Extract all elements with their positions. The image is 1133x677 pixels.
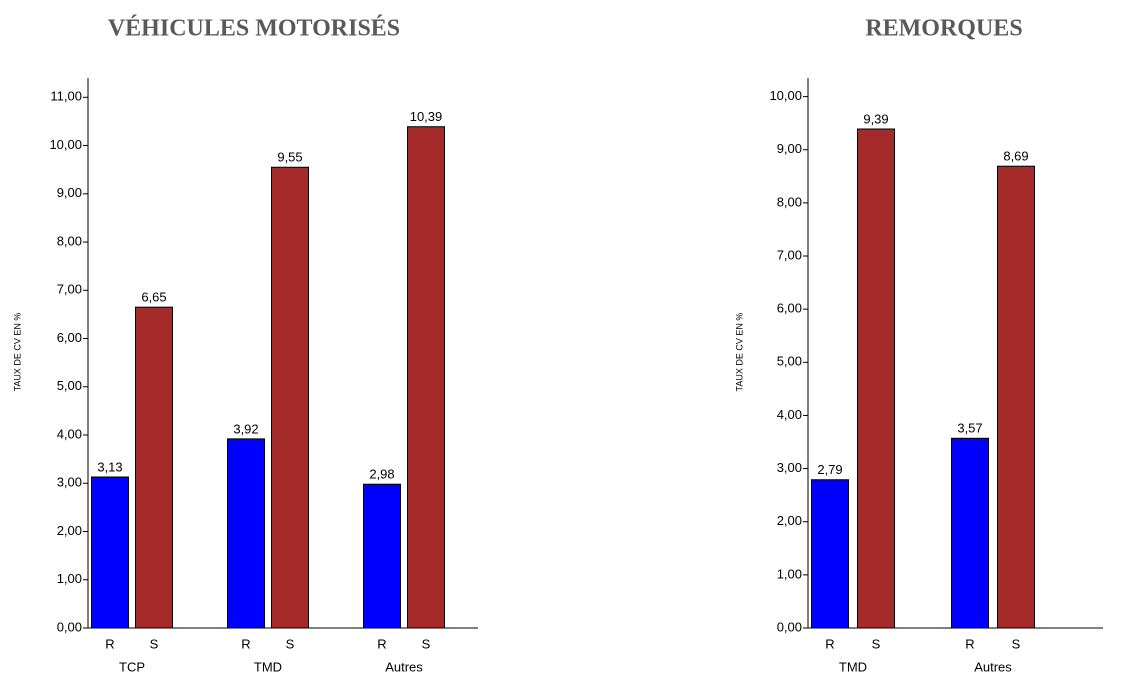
y-tick-label: 0,00 — [57, 619, 82, 634]
value-label: 2,79 — [817, 462, 842, 477]
y-tick-label: 11,00 — [50, 89, 82, 104]
value-label: 3,13 — [97, 459, 122, 474]
y-tick-label: 4,00 — [57, 426, 82, 441]
y-tick-label: 2,00 — [777, 513, 802, 528]
bar — [997, 165, 1035, 629]
value-label: 3,57 — [957, 421, 982, 436]
bar — [363, 483, 401, 629]
y-tick-label: 6,00 — [777, 301, 802, 316]
value-label: 3,92 — [233, 421, 258, 436]
category-label: TCP — [119, 659, 145, 674]
y-tick-label: 3,00 — [57, 475, 82, 490]
series-label: R — [965, 636, 974, 651]
y-tick-label: 5,00 — [57, 378, 82, 393]
chart-title: VÉHICULES MOTORISÉS — [108, 16, 400, 42]
y-tick-label: 6,00 — [57, 330, 82, 345]
bar — [407, 126, 445, 629]
series-label: S — [150, 636, 159, 651]
bar — [951, 437, 989, 629]
bar — [227, 438, 265, 629]
series-label: S — [872, 636, 881, 651]
bar — [91, 476, 129, 629]
bar — [135, 306, 173, 629]
series-label: R — [241, 636, 250, 651]
y-tick-label: 4,00 — [777, 407, 802, 422]
y-tick-label: 8,00 — [777, 194, 802, 209]
series-label: S — [286, 636, 295, 651]
y-tick-label: 1,00 — [777, 566, 802, 581]
y-tick-label: 5,00 — [777, 354, 802, 369]
series-label: R — [825, 636, 834, 651]
chart-title: REMORQUES — [865, 16, 1022, 42]
y-tick-label: 1,00 — [57, 571, 82, 586]
y-tick-label: 7,00 — [57, 282, 82, 297]
y-tick-label: 7,00 — [777, 247, 802, 262]
category-label: TMD — [254, 659, 282, 674]
series-label: S — [422, 636, 431, 651]
value-label: 10,39 — [410, 109, 443, 124]
y-tick-label: 10,00 — [49, 137, 82, 152]
y-tick-label: 9,00 — [57, 185, 82, 200]
value-label: 9,39 — [863, 111, 888, 126]
y-axis-label: TAUX DE CV EN % — [734, 313, 744, 392]
y-axis-label: TAUX DE CV EN % — [12, 313, 22, 392]
bar — [857, 128, 895, 629]
bar — [811, 479, 849, 629]
value-label: 2,98 — [369, 467, 394, 482]
y-tick-label: 9,00 — [777, 141, 802, 156]
y-tick-label: 8,00 — [57, 233, 82, 248]
bar — [271, 166, 309, 629]
value-label: 8,69 — [1003, 149, 1028, 164]
category-label: TMD — [839, 659, 867, 674]
y-tick-label: 0,00 — [777, 619, 802, 634]
series-label: S — [1012, 636, 1021, 651]
y-tick-label: 3,00 — [777, 460, 802, 475]
value-label: 6,65 — [141, 290, 166, 305]
y-tick-label: 10,00 — [769, 88, 802, 103]
value-label: 9,55 — [277, 150, 302, 165]
category-label: Autres — [974, 659, 1012, 674]
series-label: R — [377, 636, 386, 651]
series-label: R — [105, 636, 114, 651]
category-label: Autres — [385, 659, 423, 674]
y-tick-label: 2,00 — [57, 523, 82, 538]
